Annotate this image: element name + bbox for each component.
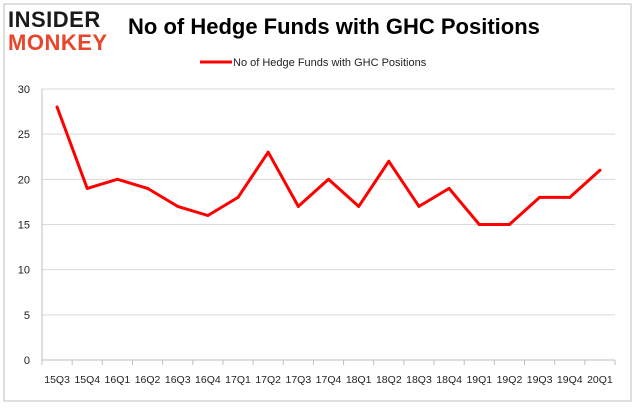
data-point bbox=[266, 150, 270, 154]
x-tick-label: 15Q4 bbox=[74, 374, 100, 386]
y-tick-label: 25 bbox=[18, 129, 30, 141]
x-tick-label: 18Q2 bbox=[376, 374, 402, 386]
data-point bbox=[447, 186, 451, 190]
chart-frame bbox=[3, 3, 632, 402]
x-tick-label: 19Q4 bbox=[557, 374, 583, 386]
x-tick-label: 16Q2 bbox=[135, 374, 161, 386]
y-tick-label: 30 bbox=[18, 84, 30, 96]
data-point bbox=[115, 177, 119, 181]
x-tick-label: 20Q1 bbox=[587, 374, 613, 386]
data-point bbox=[236, 195, 240, 199]
x-tick-label: 18Q1 bbox=[346, 374, 372, 386]
y-tick-label: 20 bbox=[18, 174, 30, 186]
x-tick-label: 17Q2 bbox=[255, 374, 281, 386]
y-axis-ticks: 0 5 10 15 20 25 30 bbox=[18, 84, 30, 367]
x-tick-label: 15Q3 bbox=[44, 374, 70, 386]
data-point bbox=[477, 223, 481, 226]
data-point bbox=[507, 223, 511, 226]
data-point bbox=[296, 204, 300, 208]
x-tick-label: 16Q1 bbox=[105, 374, 131, 386]
series-layer bbox=[55, 105, 602, 226]
x-tick-label: 17Q4 bbox=[316, 374, 342, 386]
data-point bbox=[598, 168, 602, 172]
y-tick-label: 10 bbox=[18, 265, 30, 277]
axes bbox=[41, 89, 616, 365]
data-point bbox=[55, 105, 59, 109]
x-tick-label: 17Q1 bbox=[225, 374, 251, 386]
data-point bbox=[417, 204, 421, 208]
data-point bbox=[146, 186, 150, 190]
data-point bbox=[176, 204, 180, 208]
data-point bbox=[85, 186, 89, 190]
data-point bbox=[387, 159, 391, 163]
data-point bbox=[357, 204, 361, 208]
legend-label: No of Hedge Funds with GHC Positions bbox=[233, 57, 427, 69]
data-point bbox=[538, 195, 542, 199]
chart-title: No of Hedge Funds with GHC Positions bbox=[128, 14, 540, 39]
y-tick-label: 15 bbox=[18, 220, 30, 232]
x-axis-ticks: 15Q3 15Q4 16Q1 16Q2 16Q3 16Q4 17Q1 17Q2 17Q3 17Q4… bbox=[44, 374, 613, 386]
x-tick-label: 18Q4 bbox=[436, 374, 462, 386]
y-tick-label: 5 bbox=[24, 310, 30, 322]
data-point bbox=[568, 195, 572, 199]
logo-bottom-text: MONKEY bbox=[8, 30, 108, 55]
x-tick-label: 19Q1 bbox=[466, 374, 492, 386]
x-tick-label: 16Q4 bbox=[195, 374, 221, 386]
x-tick-label: 19Q3 bbox=[527, 374, 553, 386]
y-tick-label: 0 bbox=[24, 355, 30, 367]
logo-top-text: INSIDER bbox=[8, 7, 101, 32]
data-point bbox=[206, 213, 210, 217]
x-tick-label: 18Q3 bbox=[406, 374, 432, 386]
x-tick-label: 16Q3 bbox=[165, 374, 191, 386]
insider-monkey-logo: INSIDER MONKEY bbox=[8, 7, 108, 55]
x-tick-label: 17Q3 bbox=[285, 374, 311, 386]
x-tick-label: 19Q2 bbox=[497, 374, 523, 386]
data-point bbox=[327, 177, 330, 181]
chart-legend: No of Hedge Funds with GHC Positions bbox=[200, 57, 427, 69]
